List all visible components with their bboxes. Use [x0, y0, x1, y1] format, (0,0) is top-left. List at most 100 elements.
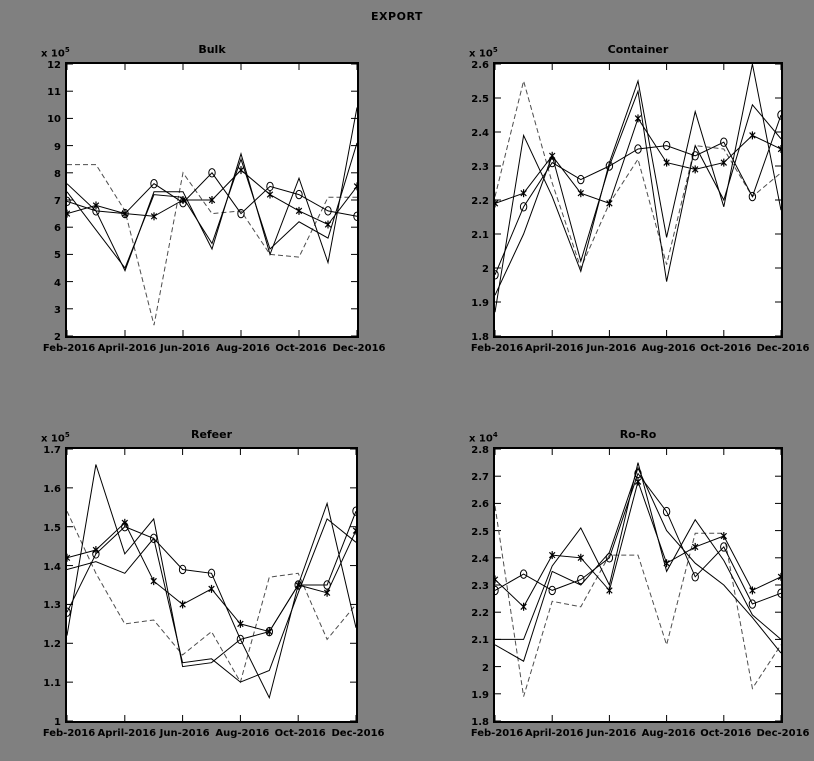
- series-line-series-2: [495, 462, 781, 640]
- x-tick-label: Jun-2016: [586, 343, 637, 354]
- x-tick-label: Aug-2016: [641, 343, 696, 354]
- circle-marker: [605, 161, 614, 171]
- y-tick-label: 1.5: [43, 522, 61, 534]
- star-marker: [179, 601, 186, 608]
- circle-marker: [748, 599, 757, 609]
- x-tick-label: Oct-2016: [274, 728, 326, 739]
- circle-marker: [634, 144, 642, 154]
- circle-marker: [577, 174, 585, 185]
- series-line-series-3: [495, 89, 781, 296]
- circle-marker: [236, 634, 245, 645]
- x-tick-label: April-2016: [97, 343, 157, 354]
- subplot-title: Bulk: [198, 43, 226, 56]
- star-marker: [777, 573, 781, 578]
- star-marker: [495, 200, 499, 205]
- star-marker: [352, 527, 356, 532]
- star-marker: [720, 532, 728, 540]
- star-marker: [294, 581, 302, 589]
- series-line-series-1: [67, 164, 357, 326]
- scale-mantissa: x 10: [41, 48, 65, 60]
- x-tick-label: Aug-2016: [216, 343, 270, 354]
- circle-marker: [150, 178, 158, 189]
- star-marker: [352, 529, 356, 534]
- y-tick-label: 1.8: [471, 332, 489, 343]
- y-tick-label: 6: [54, 223, 61, 235]
- circle-marker: [662, 140, 671, 151]
- y-tick-label: 1.7: [43, 445, 61, 456]
- star-marker: [520, 603, 527, 610]
- y-tick-label: 1.1: [43, 678, 61, 690]
- scale-mantissa: x 10: [469, 48, 493, 60]
- y-tick-label: 2.3: [471, 162, 489, 173]
- y-tick-label: 7: [54, 196, 61, 207]
- star-marker: [520, 189, 527, 197]
- x-tick-label: Dec-2016: [331, 728, 385, 739]
- star-marker: [150, 213, 158, 220]
- star-marker: [495, 578, 499, 583]
- star-marker: [67, 556, 71, 562]
- star-marker: [266, 628, 273, 635]
- scale-exponent: 5: [492, 46, 498, 54]
- series-line-series-3: [67, 142, 357, 270]
- star-marker: [353, 183, 357, 188]
- circle-marker: [207, 568, 216, 579]
- x-tick-label: Oct-2016: [275, 343, 327, 354]
- y-tick-label: 2.6: [471, 60, 489, 71]
- scale-exponent: 5: [64, 431, 70, 439]
- star-marker: [67, 554, 71, 559]
- series-line-series-1: [495, 506, 781, 697]
- star-marker: [323, 589, 331, 596]
- x-tick-label: Oct-2016: [700, 728, 752, 739]
- plot-area: 2.8 2.7 2.6 2.5 2.4 2.3 2.2 2.1 2 1.9 1.8 Feb-2016 A…: [471, 445, 810, 739]
- star-marker: [663, 159, 670, 166]
- circle-marker: [178, 564, 187, 575]
- figure-title: EXPORT: [371, 10, 423, 23]
- y-tick-label: 1.3: [43, 600, 61, 612]
- series-line-series-4: [495, 114, 781, 275]
- y-tick-label: 8: [54, 168, 61, 180]
- star-marker: [577, 554, 585, 562]
- star-marker: [237, 166, 245, 174]
- series-line-series-2: [67, 464, 356, 700]
- y-tick-label: 5: [54, 250, 61, 262]
- star-marker: [749, 587, 756, 594]
- plot-area: 2.6 2.5 2.4 2.3 2.2 2.1 2 1.9 1.8 Feb-2016 April-2…: [471, 60, 810, 354]
- circle-marker: [519, 569, 528, 579]
- subplot-title: Refeer: [190, 428, 233, 441]
- star-marker: [495, 576, 499, 581]
- scale-exponent: 4: [492, 431, 498, 439]
- series-line-series-4: [67, 172, 357, 217]
- y-tick-label: 1.9: [471, 298, 489, 309]
- subplot-title: Ro-Ro: [619, 428, 657, 441]
- y-tick-label: 9: [54, 141, 61, 153]
- x-tick-label: Feb-2016: [470, 728, 524, 739]
- star-marker: [353, 185, 357, 190]
- circle-marker: [577, 574, 585, 585]
- circle-marker: [720, 542, 728, 552]
- subplot-title: Container: [607, 43, 669, 56]
- series-line-series-4: [67, 511, 356, 640]
- circle-marker: [208, 168, 216, 178]
- circle-marker: [150, 533, 158, 544]
- chart-canvas: [495, 64, 781, 336]
- y-tick-label: 1.4: [43, 561, 61, 573]
- y-tick-label: 2.2: [471, 608, 489, 620]
- star-marker: [179, 196, 187, 204]
- star-marker: [777, 148, 781, 153]
- y-tick-label: 2: [482, 662, 489, 674]
- circle-marker: [295, 189, 303, 200]
- scale-mantissa: x 10: [469, 433, 493, 445]
- x-tick-label: Jun-2016: [159, 728, 210, 739]
- circle-marker: [67, 196, 71, 207]
- y-tick-label: 1.8: [471, 717, 489, 728]
- circle-marker: [519, 202, 528, 212]
- star-marker: [691, 166, 699, 173]
- star-marker: [121, 210, 129, 217]
- circle-marker: [748, 191, 757, 202]
- circle-marker: [495, 270, 499, 280]
- x-tick-label: April-2016: [524, 728, 584, 739]
- star-marker: [777, 575, 781, 581]
- series-line-series-2: [495, 64, 781, 313]
- circle-marker: [265, 626, 274, 637]
